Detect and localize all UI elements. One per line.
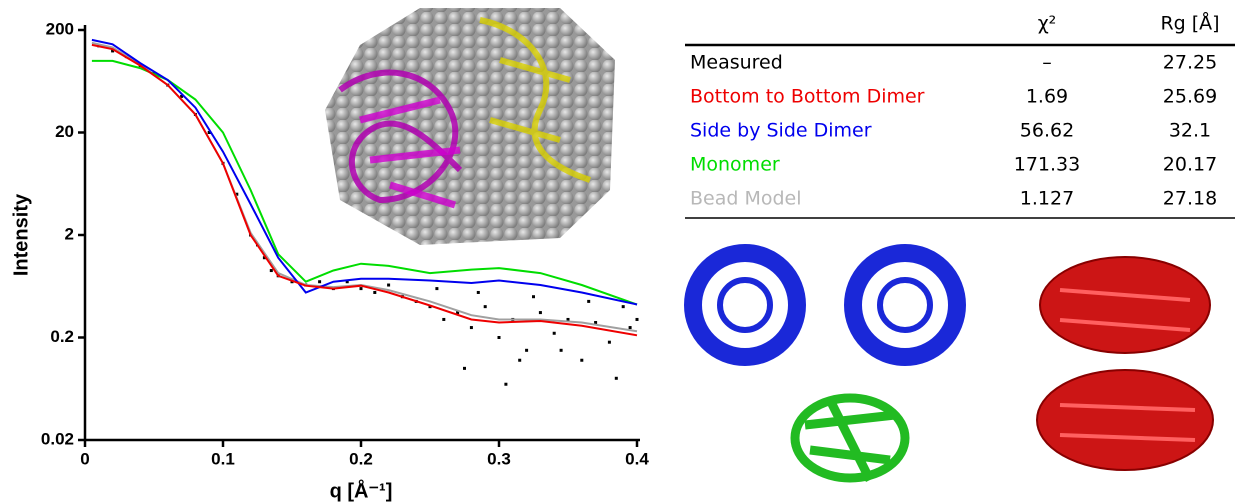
chi2-cell: 56.62 <box>1020 120 1074 142</box>
table-header: Rg [Å] <box>1160 12 1219 35</box>
data-point <box>559 348 563 352</box>
rg-cell: 27.25 <box>1163 52 1217 74</box>
chi2-cell: 1.127 <box>1020 188 1074 210</box>
y-tick-label: 200 <box>46 19 74 38</box>
data-point <box>463 366 466 370</box>
data-point <box>628 326 632 330</box>
side-by-side-dimer-image <box>684 244 966 366</box>
data-point <box>269 269 273 273</box>
data-point <box>566 317 570 321</box>
x-axis-label: q [Å⁻¹] <box>330 478 393 502</box>
rg-cell: 20.17 <box>1163 154 1217 176</box>
data-point <box>525 348 529 352</box>
data-point <box>483 305 487 309</box>
chi2-cell: 1.69 <box>1026 86 1068 108</box>
data-point <box>318 280 322 284</box>
data-point <box>428 305 432 309</box>
row-label: Bottom to Bottom Dimer <box>690 86 925 108</box>
data-point <box>532 295 535 299</box>
data-point <box>359 287 363 291</box>
x-tick-label: 0.4 <box>625 449 649 468</box>
x-tick-label: 0.2 <box>349 449 373 468</box>
data-point <box>518 358 522 362</box>
data-point <box>442 317 446 321</box>
rg-cell: 32.1 <box>1169 120 1211 142</box>
row-label: Side by Side Dimer <box>690 120 872 142</box>
data-point <box>456 311 460 315</box>
chi2-cell: – <box>1042 52 1052 74</box>
data-point <box>469 326 473 330</box>
data-point <box>497 336 501 339</box>
data-point <box>435 287 439 291</box>
row-label: Measured <box>690 52 783 74</box>
data-point <box>614 376 618 380</box>
data-point <box>207 131 211 134</box>
data-point <box>504 382 508 386</box>
monomer-image <box>790 393 910 483</box>
x-tick-label: 0.3 <box>487 449 511 468</box>
table: χ² Rg [Å] Measured – 27.25 Bottom to Bottom D… <box>685 12 1235 219</box>
table-header: χ² <box>1038 13 1057 35</box>
row-label: Bead Model <box>690 188 802 210</box>
model-curve <box>91 43 638 337</box>
y-tick-label: 0.2 <box>50 327 74 346</box>
y-tick-label: 20 <box>55 122 74 141</box>
row-label: Monomer <box>690 154 780 176</box>
x-tick-label: 0.1 <box>211 449 235 468</box>
data-point <box>111 49 115 53</box>
data-point <box>594 321 598 325</box>
data-point <box>373 290 377 294</box>
data-point <box>235 192 239 196</box>
data-point <box>345 280 349 284</box>
chi2-cell: 171.33 <box>1014 154 1080 176</box>
x-tick-label: 0 <box>80 449 89 468</box>
plot: 0.02 0.2 2 20 200 0 0.1 0.2 0.3 0.4 q [Å⁻¹] Intensi… <box>10 19 649 502</box>
data-point <box>387 283 391 287</box>
data-point <box>262 256 266 260</box>
data-point <box>607 340 611 344</box>
data-point <box>621 305 625 309</box>
rg-cell: 25.69 <box>1163 86 1217 108</box>
y-tick-label: 2 <box>65 224 74 243</box>
bead-model-image <box>325 8 615 245</box>
data-point <box>180 94 184 98</box>
y-tick-label: 0.02 <box>41 429 74 448</box>
data-point <box>538 311 542 315</box>
data-point <box>552 331 556 335</box>
rg-cell: 27.18 <box>1163 188 1217 210</box>
data-point <box>476 290 480 294</box>
data-point <box>635 317 639 321</box>
data-point <box>580 358 584 362</box>
y-axis-label: Intensity <box>10 193 32 276</box>
bottom-to-bottom-dimer-image <box>1036 256 1214 471</box>
data-point <box>587 299 591 303</box>
